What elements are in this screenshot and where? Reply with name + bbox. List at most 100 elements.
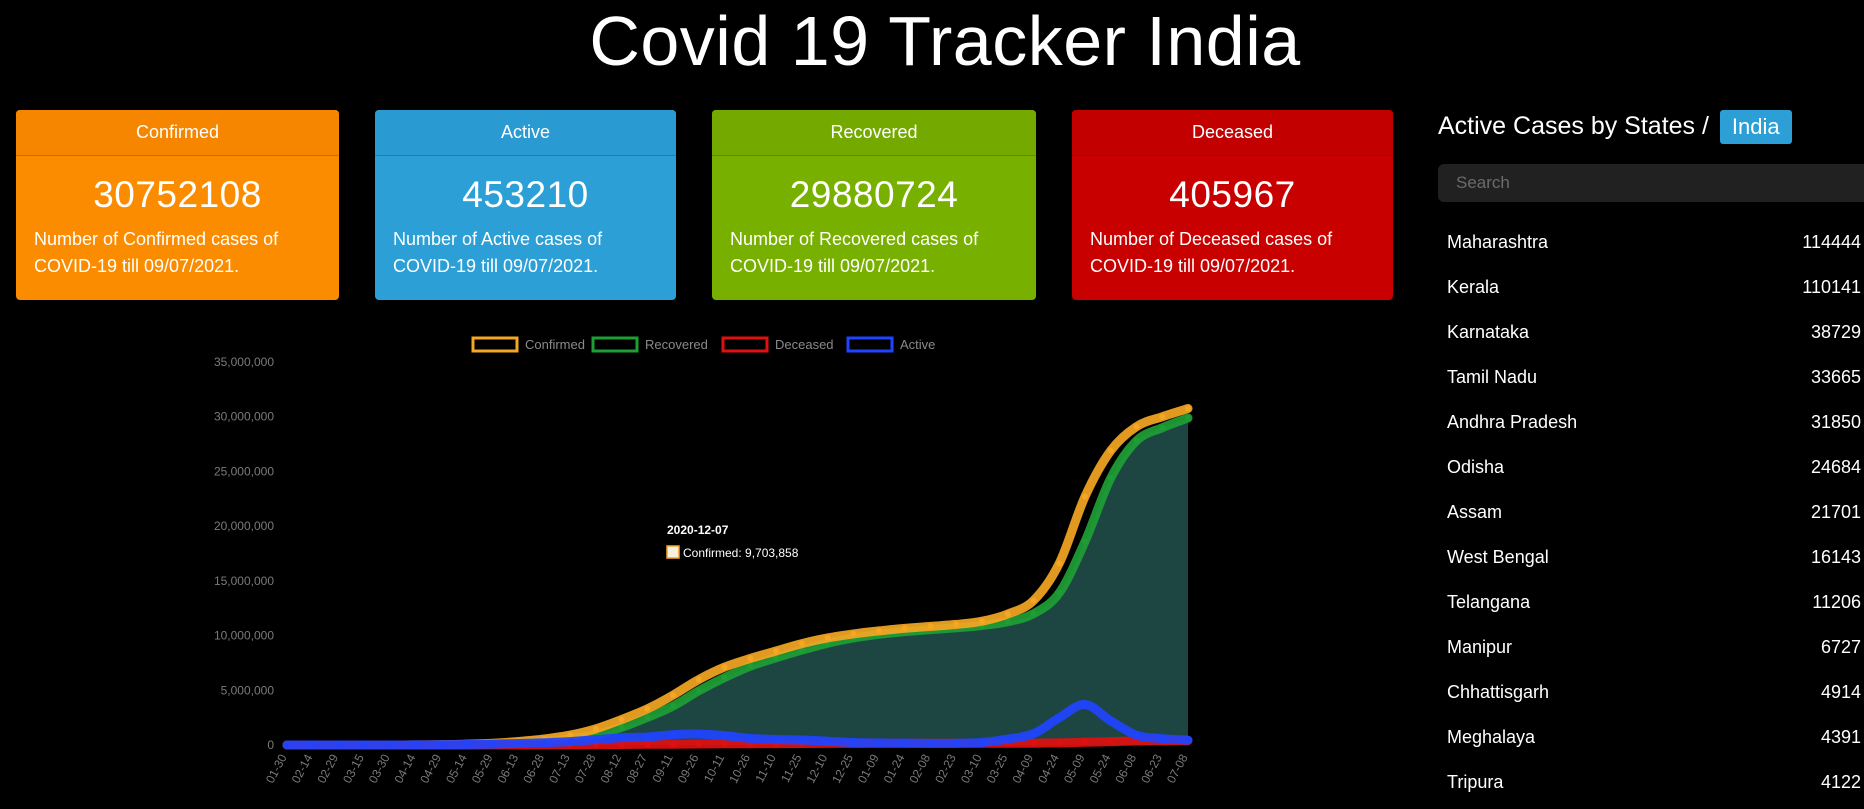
- state-active-count: 4914: [1820, 682, 1861, 702]
- data-point-deceased: [644, 741, 651, 748]
- data-point-active: [721, 732, 728, 739]
- tooltip-label: Confirmed: 9,703,858: [683, 546, 799, 560]
- data-point-recovered: [773, 654, 780, 661]
- x-tick-label: 11-10: [752, 752, 779, 785]
- data-point-confirmed: [567, 732, 574, 739]
- state-active-count: 33665: [1810, 367, 1861, 387]
- confirmed-card: Confirmed 30752108 Number of Confirmed c…: [16, 110, 339, 300]
- data-point-confirmed: [850, 630, 857, 637]
- x-tick-label: 01-24: [881, 752, 908, 786]
- data-point-recovered: [695, 687, 702, 694]
- data-point-confirmed: [1082, 493, 1089, 500]
- data-point-confirmed: [592, 725, 599, 732]
- data-point-active: [618, 734, 625, 741]
- data-point-confirmed: [953, 621, 960, 628]
- recovered-area: [287, 418, 1188, 745]
- data-point-active: [1107, 717, 1114, 724]
- data-point-active: [1030, 730, 1037, 737]
- x-tick-label: 08-27: [623, 752, 650, 786]
- data-point-confirmed: [1185, 405, 1191, 412]
- x-tick-label: 03-10: [958, 752, 985, 786]
- tooltip-swatch: [666, 545, 680, 559]
- data-point-confirmed: [798, 640, 805, 647]
- active-card-label: Active: [375, 110, 676, 156]
- y-tick-label: 30,000,000: [214, 410, 274, 424]
- state-name: Meghalaya: [1447, 727, 1536, 747]
- data-point-confirmed: [618, 716, 625, 723]
- state-active-count: 110141: [1802, 277, 1861, 297]
- data-point-deceased: [1030, 740, 1037, 747]
- data-point-deceased: [618, 741, 625, 748]
- page-title: Covid 19 Tracker India: [589, 2, 1301, 80]
- data-point-active: [901, 740, 908, 747]
- state-name: Manipur: [1447, 637, 1513, 657]
- state-search-input[interactable]: [1438, 164, 1864, 202]
- x-tick-label: 04-24: [1035, 752, 1062, 786]
- data-point-active: [541, 739, 548, 746]
- state-row[interactable]: West Bengal 16143: [1447, 539, 1861, 584]
- state-name: Telangana: [1447, 592, 1531, 612]
- x-tick-label: 04-29: [417, 752, 444, 786]
- state-row[interactable]: Karnataka 38729: [1447, 314, 1861, 359]
- data-point-confirmed: [773, 648, 780, 655]
- data-point-active: [592, 736, 599, 743]
- x-tick-label: 07-28: [572, 752, 599, 786]
- state-name: Tamil Nadu: [1447, 367, 1538, 387]
- x-tick-label: 04-09: [1009, 752, 1036, 786]
- data-point-active: [309, 742, 316, 748]
- data-point-deceased: [721, 740, 728, 747]
- state-row[interactable]: Manipur 6727: [1447, 629, 1861, 674]
- state-active-count: 114444: [1802, 232, 1861, 252]
- data-point-active: [1159, 735, 1166, 742]
- data-point-active: [644, 734, 651, 741]
- x-tick-label: 05-24: [1087, 752, 1114, 786]
- x-tick-label: 06-13: [495, 752, 522, 786]
- data-point-recovered: [1030, 610, 1037, 617]
- cases-line-chart[interactable]: 0 5,000,000 10,000,000 15,000,000 20,000,000…: [170, 330, 1230, 787]
- x-tick-label: 07-08: [1164, 752, 1191, 786]
- state-row[interactable]: Maharashtra 114444: [1447, 224, 1861, 269]
- state-active-count: 31850: [1810, 412, 1861, 432]
- legend-label-confirmed: Confirmed: [525, 337, 585, 352]
- state-row[interactable]: Odisha 24684: [1447, 449, 1861, 494]
- data-point-recovered: [1107, 474, 1114, 481]
- data-point-recovered: [1159, 424, 1166, 431]
- state-active-count: 16143: [1810, 547, 1861, 567]
- data-point-active: [773, 736, 780, 743]
- active-card-value: 453210: [462, 174, 589, 215]
- state-row[interactable]: Chhattisgarh 4914: [1447, 674, 1861, 719]
- data-point-recovered: [670, 703, 677, 710]
- data-point-confirmed: [721, 664, 728, 671]
- y-tick-label: 25,000,000: [214, 464, 274, 478]
- state-row[interactable]: Kerala 110141: [1447, 269, 1861, 314]
- state-active-count: 38729: [1810, 322, 1861, 342]
- data-point-active: [1185, 737, 1191, 744]
- data-point-active: [1082, 701, 1089, 708]
- data-point-recovered: [618, 724, 625, 731]
- state-name: Kerala: [1447, 277, 1500, 297]
- x-tick-label: 05-14: [443, 752, 470, 786]
- state-row[interactable]: Tamil Nadu 33665: [1447, 359, 1861, 404]
- x-tick-label: 03-30: [366, 752, 393, 786]
- legend-label-active: Active: [900, 337, 935, 352]
- country-badge[interactable]: India: [1719, 110, 1792, 145]
- data-point-active: [284, 742, 290, 748]
- state-active-count: 4391: [1820, 727, 1861, 747]
- x-tick-label: 05-09: [1061, 752, 1088, 786]
- data-point-recovered: [644, 714, 651, 721]
- data-point-active: [412, 741, 419, 748]
- x-tick-label: 06-28: [520, 752, 547, 786]
- x-tick-label: 09-26: [675, 752, 702, 786]
- state-active-count: 24684: [1810, 457, 1861, 477]
- state-row[interactable]: Assam 21701: [1447, 494, 1861, 539]
- x-tick-label: 02-14: [289, 752, 316, 786]
- data-point-active: [798, 736, 805, 743]
- confirmed-card-text: Number of Confirmed cases of COVID-19 ti…: [34, 229, 279, 276]
- deceased-card-text: Number of Deceased cases of COVID-19 til…: [1090, 229, 1333, 276]
- data-point-active: [464, 741, 471, 748]
- data-point-deceased: [670, 741, 677, 748]
- state-row[interactable]: Andhra Pradesh 31850: [1447, 404, 1861, 449]
- x-tick-label: 04-14: [392, 752, 419, 786]
- state-row[interactable]: Meghalaya 4391: [1447, 719, 1861, 764]
- state-row[interactable]: Telangana 11206: [1447, 584, 1861, 629]
